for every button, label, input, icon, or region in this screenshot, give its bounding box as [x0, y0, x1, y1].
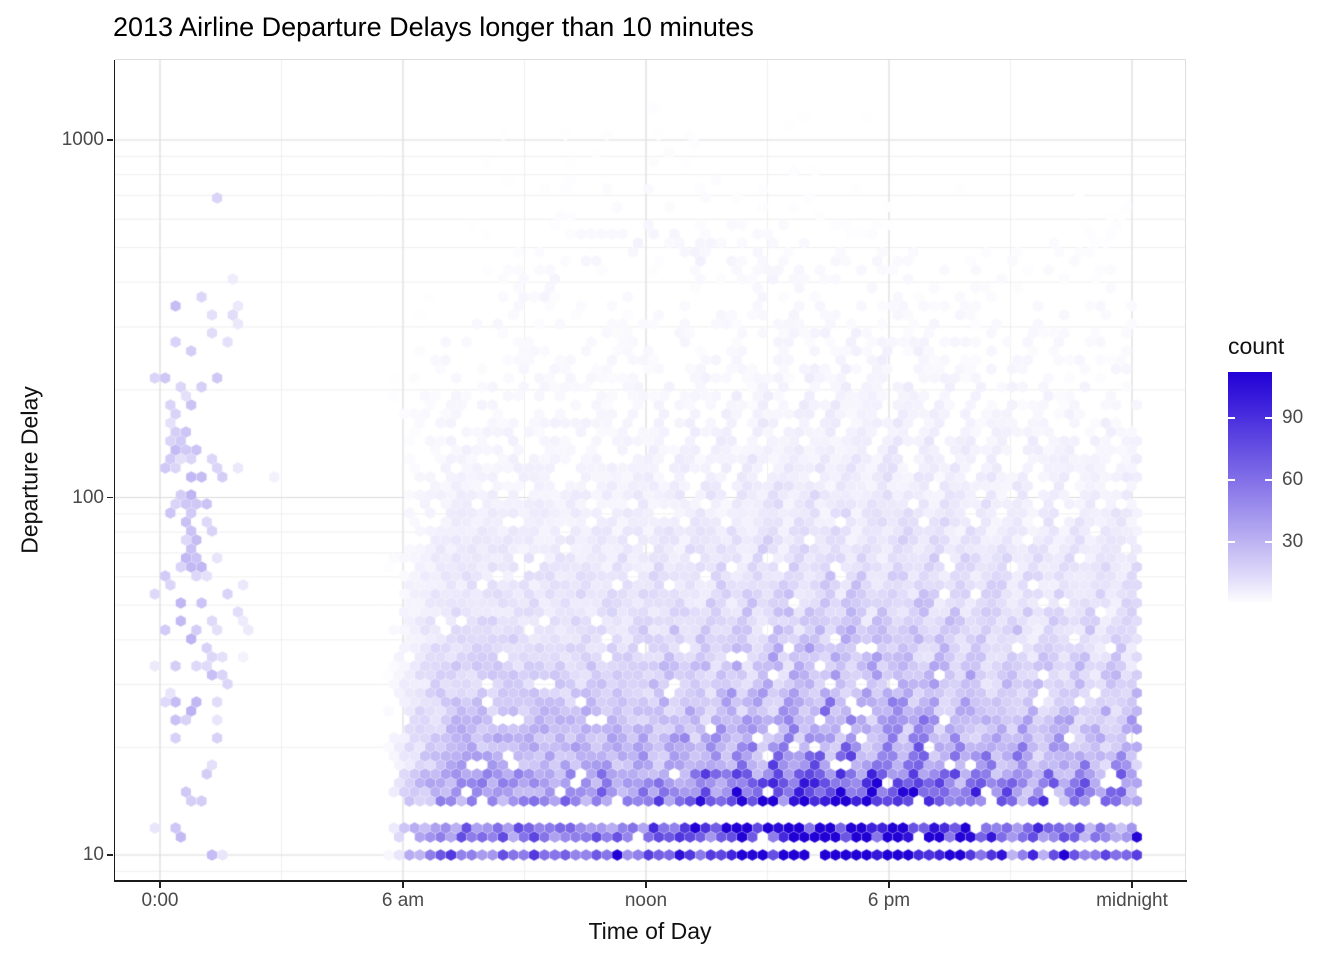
y-tick-label: 100	[72, 486, 104, 508]
legend-tick-mark	[1265, 478, 1272, 481]
y-tick-mark	[107, 139, 113, 141]
x-tick-mark	[888, 881, 890, 888]
y-tick-label: 10	[82, 844, 104, 865]
legend-colorbar	[1228, 372, 1272, 602]
legend-tick-mark	[1265, 540, 1272, 543]
y-axis-title: Departure Delay	[16, 386, 43, 554]
y-tick-mark	[107, 496, 113, 499]
y-tick-label: 1000	[61, 129, 104, 150]
y-tick-mark	[107, 854, 113, 856]
legend-tick-label: 90	[1282, 406, 1304, 428]
legend-tick-mark	[1265, 416, 1272, 419]
legend-tick-label: 30	[1282, 530, 1304, 552]
chart-title: 2013 Airline Departure Delays longer tha…	[113, 12, 754, 42]
x-tick-mark	[159, 881, 161, 888]
legend-tick-mark	[1228, 478, 1235, 481]
x-tick-label: noon	[624, 890, 668, 911]
x-tick-mark	[645, 881, 647, 888]
x-tick-label: 0:00	[141, 890, 179, 911]
x-tick-mark	[402, 881, 404, 888]
panel-border-top	[115, 59, 1186, 60]
x-axis-title: Time of Day	[588, 918, 712, 944]
plot-panel	[115, 60, 1185, 880]
legend-title: count	[1228, 333, 1285, 359]
x-tick-label: midnight	[1096, 890, 1168, 911]
legend-tick-mark	[1228, 540, 1235, 543]
y-axis-line	[113, 60, 115, 881]
x-tick-label: 6 am	[381, 890, 425, 911]
hexbin-plot-canvas	[115, 60, 1185, 880]
legend-tick-mark	[1228, 416, 1235, 419]
panel-border-right	[1185, 59, 1186, 880]
x-axis-line	[113, 880, 1187, 882]
legend-tick-label: 60	[1282, 468, 1304, 490]
x-tick-mark	[1131, 881, 1133, 888]
x-tick-label: 6 pm	[867, 890, 911, 911]
